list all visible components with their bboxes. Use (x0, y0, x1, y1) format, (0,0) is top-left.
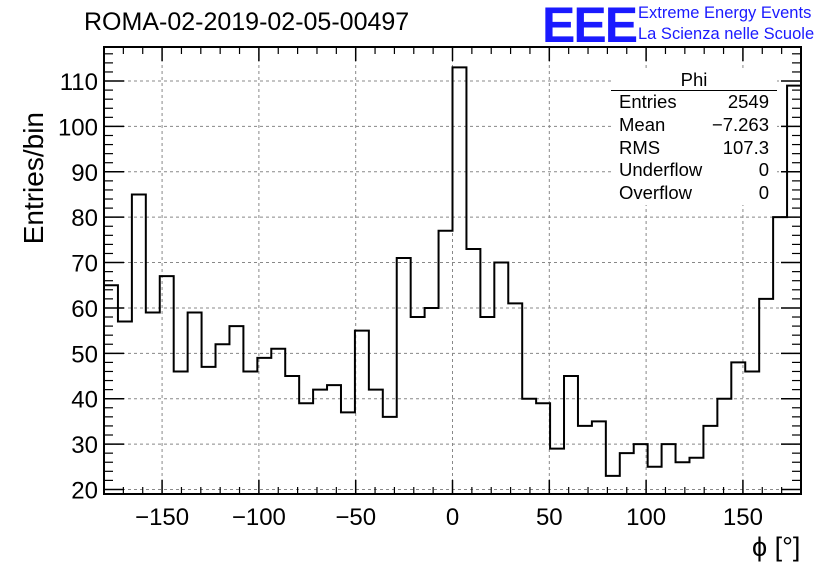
x-tick-label: 100 (626, 504, 666, 531)
y-tick-label: 20 (71, 477, 98, 504)
stats-label: Mean (619, 113, 666, 135)
x-tick-labels: −150 −100 −50 0 50 100 150 (135, 504, 763, 531)
y-tick-label: 30 (71, 432, 98, 459)
y-tick-label: 110 (60, 69, 98, 96)
y-tick-label: 100 (58, 114, 98, 141)
y-tick-label: 40 (71, 387, 98, 414)
stats-box: Phi Entries 2549 Mean −7.263 RMS 107.3 U… (611, 70, 777, 205)
y-tick-label: 80 (71, 205, 98, 232)
x-tick-label: 150 (723, 504, 763, 531)
stats-value: −7.263 (711, 113, 769, 135)
stats-value: 2549 (727, 91, 769, 112)
stats-row-rms: RMS 107.3 (611, 137, 777, 160)
x-tick-label: −50 (335, 504, 376, 531)
stats-row-overflow: Overflow 0 (611, 182, 777, 205)
stats-row-entries: Entries 2549 (611, 91, 777, 114)
x-tick-label: −100 (232, 504, 286, 531)
axis-ticks (103, 47, 802, 494)
x-tick-label: 0 (446, 504, 459, 531)
stats-value: 0 (758, 182, 769, 204)
stats-label: Overflow (619, 182, 692, 204)
y-tick-label: 60 (71, 296, 98, 323)
stats-row-mean: Mean −7.263 (611, 114, 777, 137)
y-tick-label: 50 (71, 341, 98, 368)
stats-label: Entries (619, 91, 677, 112)
x-tick-label: −150 (135, 504, 189, 531)
histogram-line (104, 66, 801, 477)
logo-line-2: La Scienza nelle Scuole (638, 25, 815, 43)
plot-frame (103, 46, 802, 495)
x-axis-label: ϕ [°] (752, 532, 801, 562)
stats-value: 0 (758, 159, 769, 181)
stats-value: 107.3 (722, 136, 769, 158)
logo-line-1: Extreme Energy Events (638, 4, 812, 22)
stats-row-underflow: Underflow 0 (611, 159, 777, 182)
y-tick-labels: 20 30 40 50 60 70 80 90 100 110 (58, 69, 98, 504)
y-tick-label: 90 (71, 160, 98, 187)
eee-logo-text: Extreme Energy Events La Scienza nelle S… (638, 3, 814, 45)
chart-title: ROMA-02-2019-02-05-00497 (84, 8, 410, 36)
y-tick-label: 70 (71, 251, 98, 278)
stats-label: Underflow (619, 159, 703, 181)
x-tick-label: 50 (536, 504, 563, 531)
stats-name: Phi (611, 70, 777, 91)
y-axis-label: Entries/bin (18, 112, 49, 245)
eee-logo: EEE (542, 0, 638, 53)
stats-label: RMS (619, 136, 661, 158)
